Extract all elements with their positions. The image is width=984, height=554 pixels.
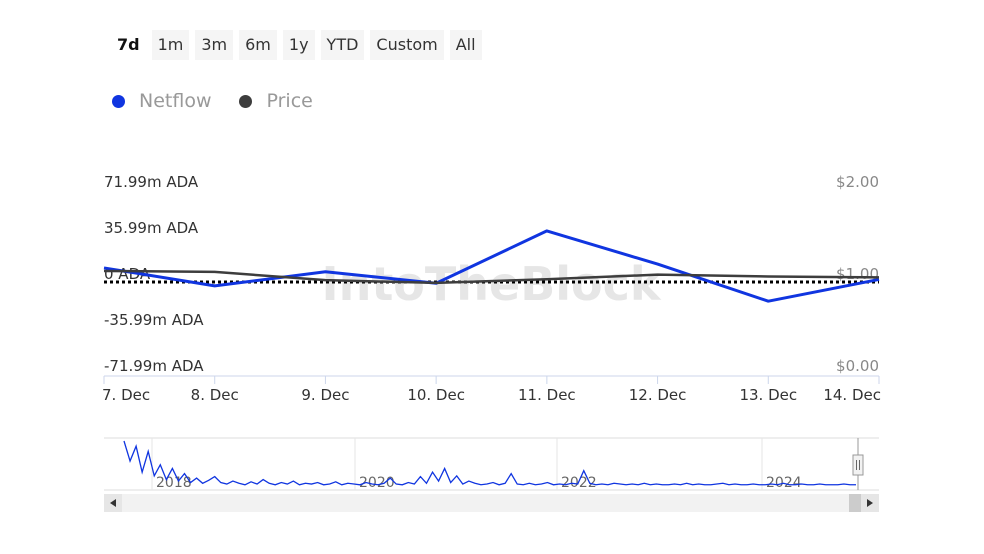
range-button-1m[interactable]: 1m: [151, 30, 190, 60]
watermark: IntoTheBlock: [321, 257, 661, 311]
x-tick-label: 14. Dec: [823, 386, 881, 404]
grip-icon[interactable]: [852, 454, 864, 476]
range-selector: 7d 1m 3m 6m 1y YTD Custom All: [111, 30, 482, 60]
legend-dot-icon: [239, 94, 253, 108]
scrollbar-track[interactable]: [104, 494, 879, 512]
range-button-ytd[interactable]: YTD: [320, 30, 365, 60]
navigator-year-label: 2022: [561, 475, 597, 491]
arrow-left-icon[interactable]: [104, 494, 122, 512]
y-left-tick-label: 35.99m ADA: [104, 219, 199, 237]
x-tick-label: 8. Dec: [191, 386, 239, 404]
navigator-area: [104, 438, 879, 490]
series-line-netflow: [103, 229, 880, 303]
range-button-6m[interactable]: 6m: [239, 30, 277, 60]
legend-dot-icon: [112, 94, 125, 108]
y-left-tick-label: -35.99m ADA: [104, 311, 204, 329]
x-tick-label: 7. Dec: [102, 386, 150, 404]
series-line-price: [103, 269, 880, 285]
range-button-custom[interactable]: Custom: [370, 30, 444, 60]
navigator-year-label: 2018: [156, 475, 192, 491]
scrollbar-thumb[interactable]: [849, 494, 861, 512]
navigator-series-line: [123, 440, 856, 486]
x-tick-label: 11. Dec: [518, 386, 576, 404]
x-tick-label: 12. Dec: [629, 386, 687, 404]
range-button-all[interactable]: All: [449, 30, 482, 60]
y-left-tick-label: 71.99m ADA: [104, 173, 199, 191]
legend-item-netflow[interactable]: Netflow: [112, 90, 211, 112]
navigator-year-label: 2020: [359, 475, 395, 491]
y-right-tick-label: $2.00: [836, 173, 879, 191]
legend-label: Netflow: [139, 90, 212, 112]
legend-label: Price: [266, 90, 313, 112]
range-button-7d[interactable]: 7d: [111, 30, 146, 60]
y-right-tick-label: $0.00: [836, 357, 879, 375]
range-button-1y[interactable]: 1y: [282, 30, 315, 60]
navigator-year-label: 2024: [766, 475, 802, 491]
x-tick-label: 9. Dec: [301, 386, 349, 404]
range-button-3m[interactable]: 3m: [195, 30, 234, 60]
arrow-right-icon[interactable]: [861, 494, 879, 512]
legend: Netflow Price: [112, 90, 313, 112]
x-tick-label: 13. Dec: [739, 386, 797, 404]
x-tick-label: 10. Dec: [407, 386, 465, 404]
legend-item-price[interactable]: Price: [239, 90, 313, 112]
y-left-tick-label: -71.99m ADA: [104, 357, 204, 375]
